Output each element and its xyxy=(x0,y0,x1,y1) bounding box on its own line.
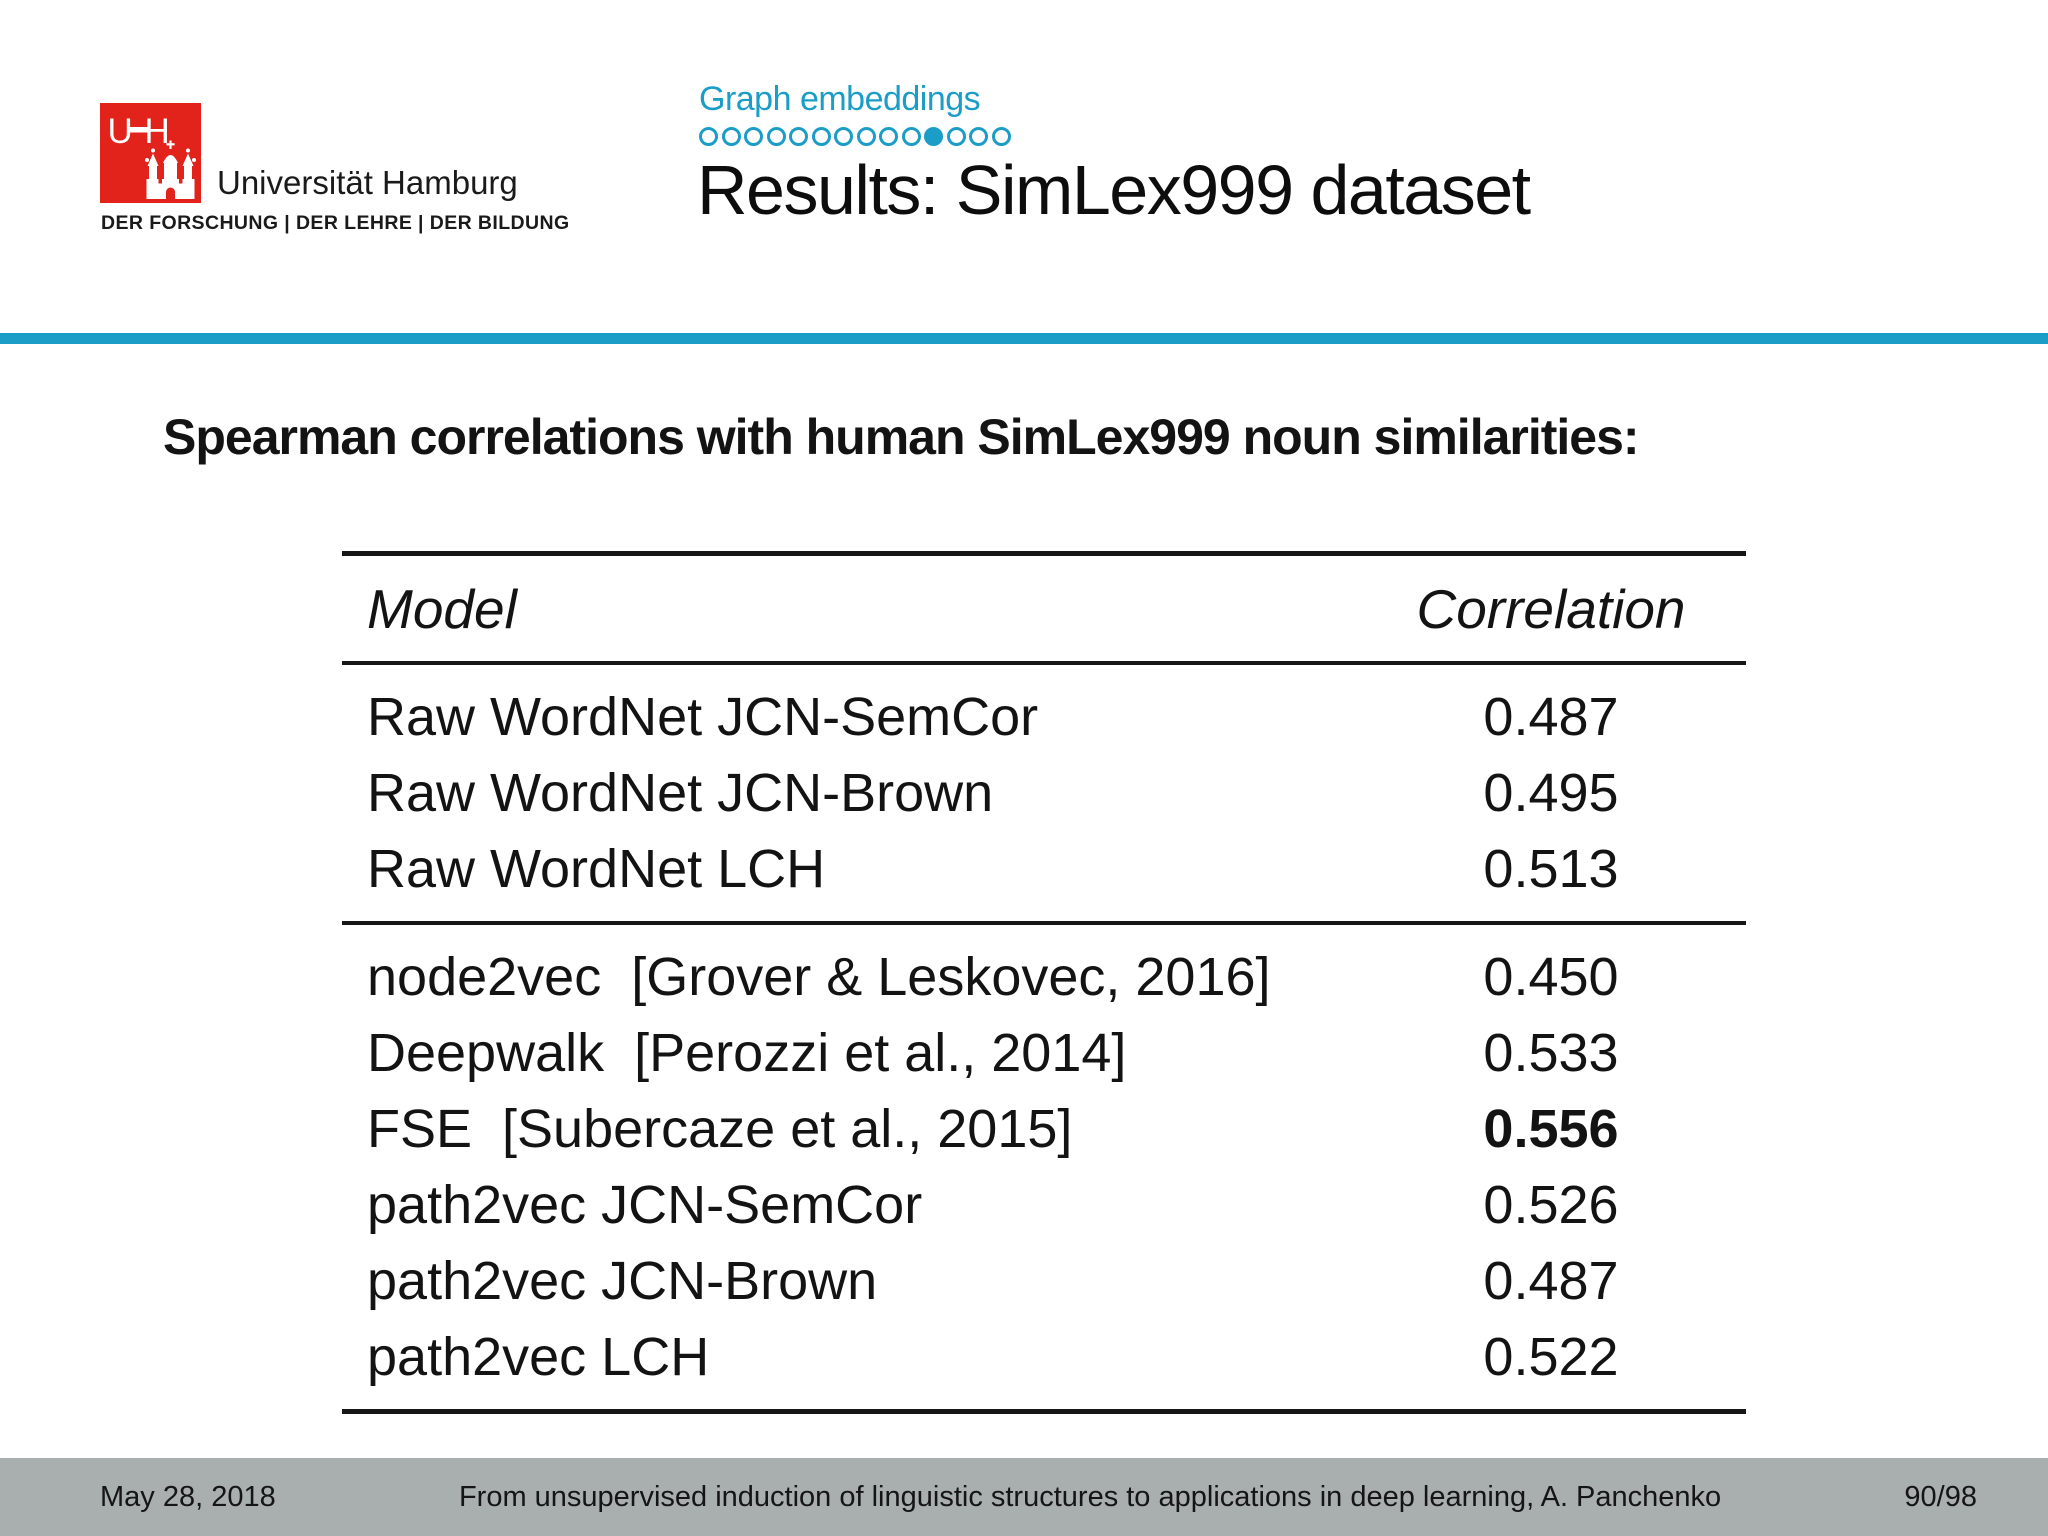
institution-name: Universität Hamburg xyxy=(217,164,518,201)
table-row: Deepwalk [Perozzi et al., 2014] 0.533 xyxy=(342,1015,1746,1091)
table-bottom-rule xyxy=(342,1409,1746,1414)
table-group-baselines: Raw WordNet JCN-SemCor 0.487 Raw WordNet J… xyxy=(342,665,1746,921)
header-divider-rule xyxy=(0,333,2048,344)
correlation-cell: 0.526 xyxy=(1483,1175,1619,1235)
institution-motto: DER FORSCHUNG | DER LEHRE | DER BILDUNG xyxy=(101,212,570,234)
results-table: Model Correlation Raw WordNet JCN-SemCor… xyxy=(342,551,1746,1414)
logo-mark-h: H xyxy=(145,112,170,151)
table-row: node2vec [Grover & Leskovec, 2016] 0.450 xyxy=(342,939,1746,1015)
model-cell: path2vec JCN-SemCor xyxy=(367,1175,923,1235)
table-header-row: Model Correlation xyxy=(342,556,1746,661)
correlation-cell: 0.450 xyxy=(1483,947,1619,1007)
progress-dot xyxy=(811,127,831,146)
model-cell: Raw WordNet JCN-Brown xyxy=(367,763,994,823)
progress-dot xyxy=(969,127,988,146)
slide-title: Results: SimLex999 dataset xyxy=(697,151,1531,229)
column-header-correlation: Correlation xyxy=(1416,577,1686,640)
model-cell: path2vec LCH xyxy=(367,1327,710,1387)
table-row: path2vec JCN-Brown 0.487 xyxy=(342,1243,1746,1319)
table-row: path2vec JCN-SemCor 0.526 xyxy=(342,1167,1746,1243)
table-row: FSE [Subercaze et al., 2015] 0.556 xyxy=(342,1091,1746,1167)
footer-date: May 28, 2018 xyxy=(100,1480,276,1513)
progress-dot xyxy=(901,127,921,146)
table-group-rule xyxy=(342,921,1746,925)
progress-dot xyxy=(924,127,943,146)
table-row: path2vec LCH 0.522 xyxy=(342,1319,1746,1395)
progress-dot xyxy=(834,127,853,146)
progress-dot xyxy=(744,127,763,146)
progress-dot xyxy=(879,127,898,146)
correlation-cell: 0.495 xyxy=(1483,763,1619,823)
table-top-rule xyxy=(342,551,1746,556)
table-row: Raw WordNet LCH 0.513 xyxy=(342,831,1746,907)
footer-talk-title: From unsupervised induction of linguisti… xyxy=(458,1480,1722,1513)
correlation-cell: 0.487 xyxy=(1483,687,1619,747)
correlation-cell: 0.556 xyxy=(1483,1099,1619,1159)
model-cell: path2vec JCN-Brown xyxy=(367,1251,878,1311)
uhh-logo: U H xyxy=(100,103,201,203)
progress-dot xyxy=(856,127,876,146)
model-cell: node2vec [Grover & Leskovec, 2016] xyxy=(367,947,1271,1007)
progress-dot xyxy=(721,127,741,146)
progress-dot xyxy=(946,127,966,146)
correlation-cell: 0.487 xyxy=(1483,1251,1619,1311)
table-header-rule xyxy=(342,661,1746,665)
model-cell: Raw WordNet LCH xyxy=(367,839,826,899)
table-row: Raw WordNet JCN-SemCor 0.487 xyxy=(342,679,1746,755)
progress-dot xyxy=(789,127,808,146)
correlation-cell: 0.522 xyxy=(1483,1327,1619,1387)
model-cell: FSE [Subercaze et al., 2015] xyxy=(367,1099,1073,1159)
progress-dot xyxy=(991,127,1011,146)
table-row: Raw WordNet JCN-Brown 0.495 xyxy=(342,755,1746,831)
correlation-cell: 0.533 xyxy=(1483,1023,1619,1083)
uhh-logo-graphic: U H xyxy=(108,112,196,199)
model-cell: Deepwalk [Perozzi et al., 2014] xyxy=(367,1023,1127,1083)
table-group-embeddings: node2vec [Grover & Leskovec, 2016] 0.450 D… xyxy=(342,925,1746,1409)
footer-bar: May 28, 2018 From unsupervised induction… xyxy=(0,1458,2048,1536)
footer-slide-number: 90/98 xyxy=(1904,1480,1977,1513)
correlation-cell: 0.513 xyxy=(1483,839,1619,899)
body-heading: Spearman correlations with human SimLex9… xyxy=(163,409,1640,465)
progress-dot xyxy=(699,127,718,146)
model-cell: Raw WordNet JCN-SemCor xyxy=(367,687,1039,747)
progress-dot xyxy=(766,127,786,146)
column-header-model: Model xyxy=(367,577,517,640)
section-label: Graph embeddings xyxy=(699,80,981,118)
section-progress-dots xyxy=(699,127,1014,146)
